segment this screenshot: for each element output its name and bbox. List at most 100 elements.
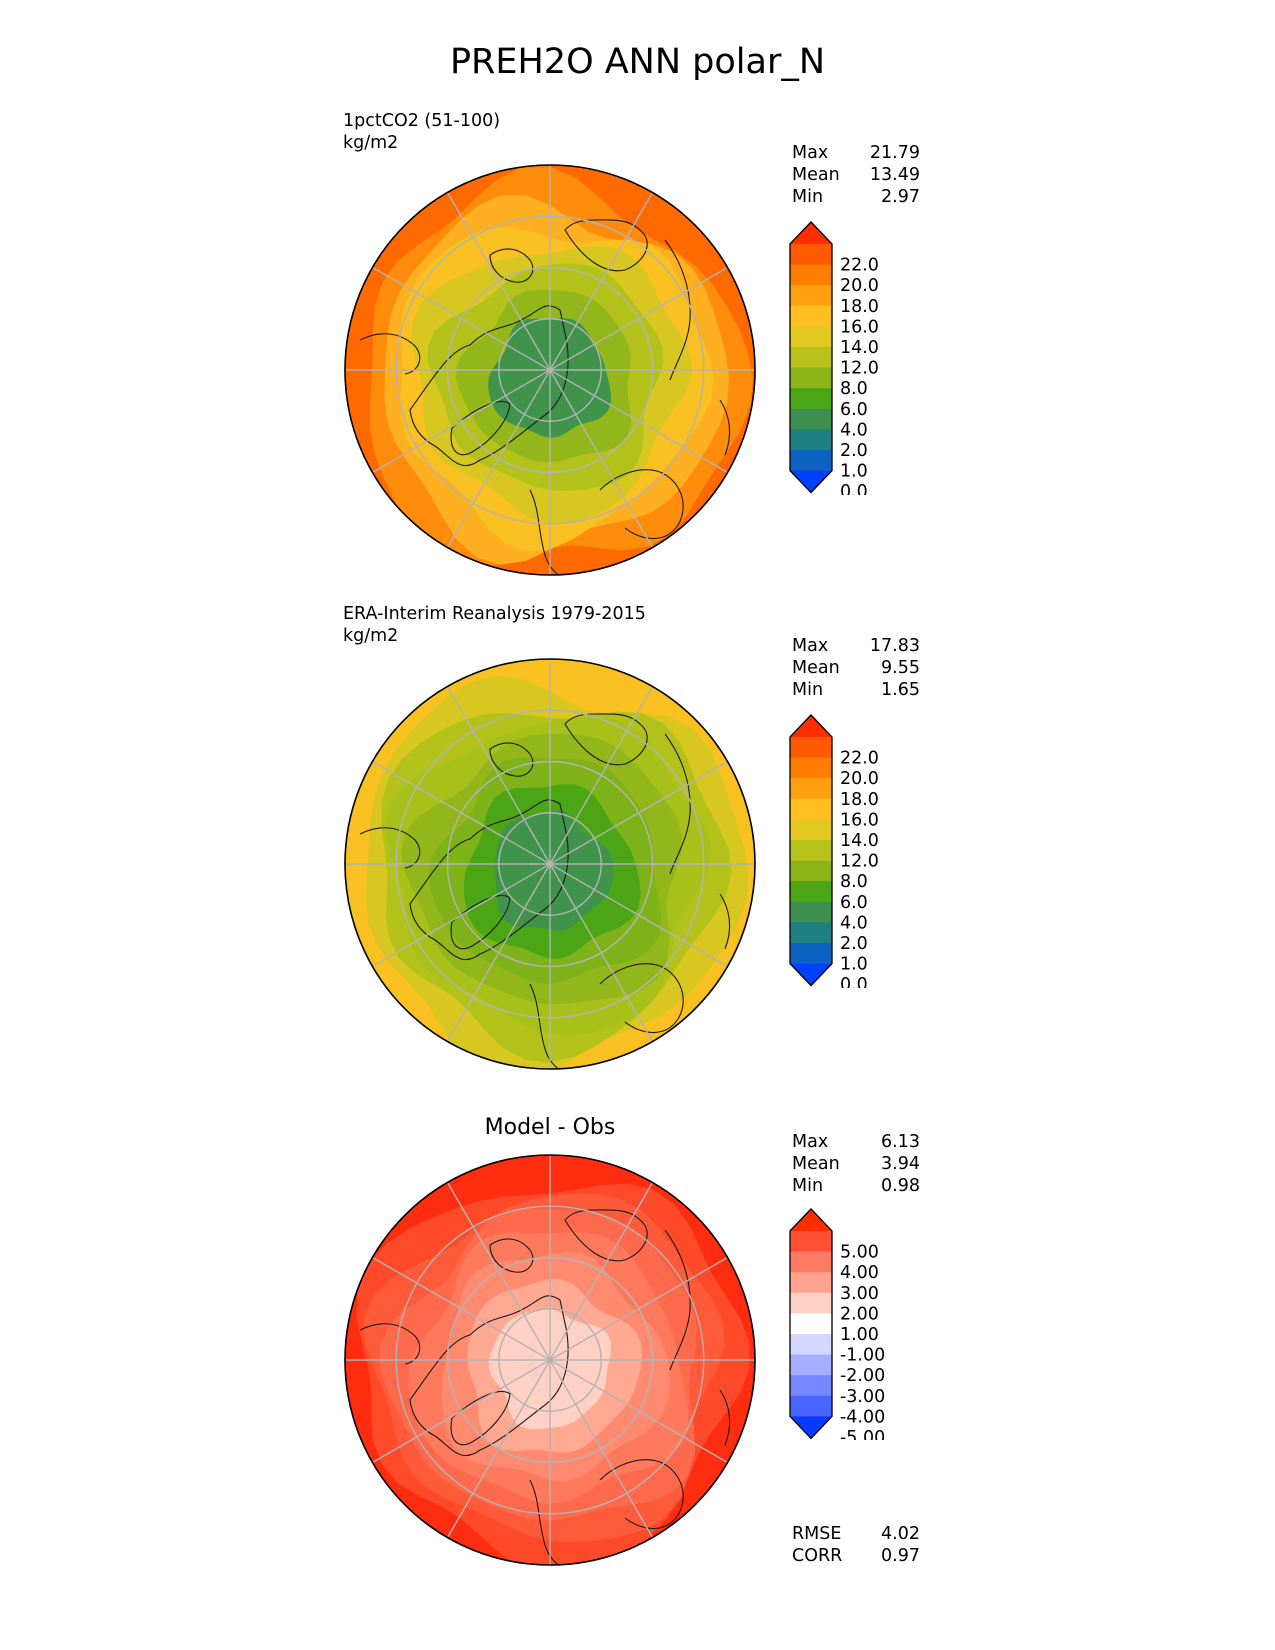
coastline — [719, 1389, 731, 1446]
coastline — [489, 1238, 534, 1273]
coastline — [450, 400, 511, 456]
colorbar-segment — [790, 408, 833, 430]
coastline — [529, 983, 561, 1069]
coastline — [450, 1390, 511, 1446]
colorbar-tick-label: 2.00 — [840, 1304, 879, 1324]
coastline — [599, 1459, 684, 1529]
colorbar-outline — [789, 1208, 833, 1440]
colorbar-extend-max — [790, 1208, 833, 1231]
colorbar-extend-min — [790, 963, 833, 986]
colorbar-segment — [790, 1230, 833, 1252]
panel-3-stats: Max 6.13 Mean 3.94 Min 0.98 — [792, 1131, 920, 1197]
colorbar-segment — [790, 429, 833, 451]
colorbar-tick-label: 20.0 — [840, 769, 879, 789]
coastline — [719, 893, 731, 950]
colorbar-tick-label: 4.00 — [840, 1263, 879, 1283]
colorbar-tick-label: 18.0 — [840, 297, 879, 317]
colorbar-tick-label: 3.00 — [840, 1284, 879, 1304]
coastline — [489, 248, 534, 283]
colorbar-segment — [790, 1354, 833, 1376]
colorbar-tick-label: -4.00 — [840, 1407, 885, 1427]
colorbar-tick-label: -1.00 — [840, 1346, 885, 1366]
colorbar-segment — [790, 1272, 833, 1294]
figure-title: PREH2O ANN polar_N — [449, 42, 826, 82]
panel-3-colorbar: 5.004.003.002.001.00-1.00-2.00-3.00-4.00… — [789, 1208, 885, 1440]
panel-1-stats: Max 21.79 Mean 13.49 Min 2.97 — [792, 142, 920, 208]
colorbar-tick-label: 6.0 — [840, 893, 868, 913]
colorbar-tick-label: 22.0 — [840, 749, 879, 769]
coastline — [664, 1229, 691, 1371]
panel-3-title: Model - Obs — [484, 1115, 616, 1140]
colorbar-tick-label: 2.0 — [840, 441, 868, 461]
colorbar-segment — [790, 243, 833, 265]
stat-min: Min 0.98 — [792, 1176, 920, 1196]
colorbar-tick-label: 0.0 — [840, 482, 868, 494]
colorbar-tick-label: 12.0 — [840, 852, 879, 872]
coastline — [599, 963, 684, 1033]
colorbar-segment — [790, 1251, 833, 1273]
panel-2-label: ERA-Interim Reanalysis 1979-2015 kg/m2 — [343, 603, 646, 647]
colorbar-tick-label: 22.0 — [840, 256, 879, 276]
panel-2-colorbar: 22.020.018.016.014.012.08.06.04.02.01.00… — [789, 714, 879, 988]
stat-max: Max 6.13 — [792, 1132, 920, 1152]
panel-2-units: kg/m2 — [343, 626, 399, 646]
stat-min: Min 2.97 — [792, 187, 920, 207]
coastline — [719, 399, 731, 456]
coastline — [409, 305, 569, 466]
coastline — [409, 1295, 569, 1456]
stat-max: Max 21.79 — [792, 143, 920, 163]
colorbar-segment — [790, 881, 833, 903]
stat-mean: Mean 9.55 — [792, 658, 920, 678]
longitude-gridline — [372, 266, 728, 474]
colorbar-tick-label: 1.0 — [840, 955, 868, 975]
colorbar-segment — [790, 264, 833, 286]
coastline — [489, 742, 534, 777]
colorbar-outline — [789, 714, 833, 987]
colorbar-tick-label: 6.0 — [840, 400, 868, 420]
panel-1-dataset: 1pctCO2 (51-100) — [343, 111, 501, 131]
colorbar-segment — [790, 860, 833, 882]
stat-mean: Mean 3.94 — [792, 1154, 920, 1174]
colorbar-extend-max — [790, 221, 833, 244]
colorbar-tick-label: 14.0 — [840, 338, 879, 358]
colorbar-outline — [789, 221, 833, 494]
colorbar-tick-label: -5.00 — [840, 1428, 885, 1440]
stat-rmse: RMSE 4.02 — [792, 1524, 920, 1544]
colorbar-extend-min — [790, 470, 833, 493]
stat-max: Max 17.83 — [792, 636, 920, 656]
colorbar-segment — [790, 346, 833, 368]
colorbar-segment — [790, 819, 833, 841]
longitude-gridline — [372, 1256, 728, 1464]
colorbar-tick-label: 0.0 — [840, 975, 868, 987]
colorbar-tick-label: 1.00 — [840, 1325, 879, 1345]
colorbar-segment — [790, 305, 833, 327]
colorbar-segment — [790, 901, 833, 923]
colorbar-tick-label: 8.0 — [840, 379, 868, 399]
stat-min: Min 1.65 — [792, 680, 920, 700]
coastline — [409, 799, 569, 960]
coastline — [599, 469, 684, 539]
panel-1-units: kg/m2 — [343, 133, 399, 153]
colorbar-tick-label: 18.0 — [840, 790, 879, 810]
panel-3-metrics: RMSE 4.02 CORR 0.97 — [792, 1523, 920, 1567]
colorbar-tick-label: 20.0 — [840, 276, 879, 296]
panel-1-colorbar: 22.020.018.016.014.012.08.06.04.02.01.00… — [789, 221, 879, 495]
colorbar-tick-label: 4.0 — [840, 420, 868, 440]
colorbar-segment — [790, 839, 833, 861]
colorbar-segment — [790, 1395, 833, 1417]
colorbar-segment — [790, 1375, 833, 1397]
colorbar-segment — [790, 757, 833, 779]
colorbar-segment — [790, 285, 833, 307]
panel-2-polar-map — [344, 658, 756, 1070]
coastline — [529, 1479, 561, 1565]
map-boundary — [344, 1154, 756, 1566]
colorbar-segment — [790, 367, 833, 389]
coastline — [664, 733, 691, 875]
panel-2-dataset: ERA-Interim Reanalysis 1979-2015 — [343, 604, 646, 624]
colorbar-tick-label: 4.0 — [840, 913, 868, 933]
map-boundary — [344, 164, 756, 576]
coastline — [529, 489, 561, 575]
longitude-gridline — [372, 760, 728, 968]
colorbar-tick-label: 16.0 — [840, 317, 879, 337]
colorbar-segment — [790, 736, 833, 758]
